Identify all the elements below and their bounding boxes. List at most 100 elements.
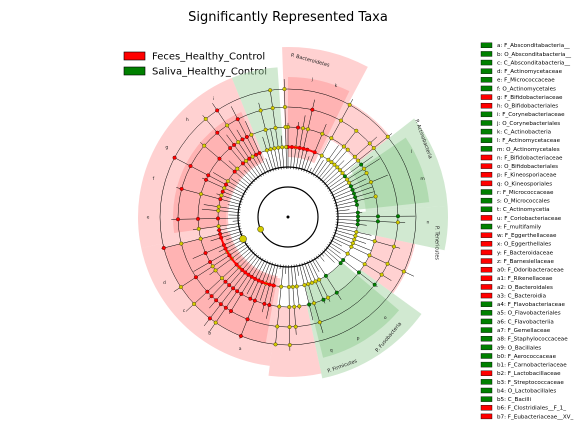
branch <box>335 204 359 209</box>
key-label: a6: C_Flavobacteriia <box>497 319 554 325</box>
branch <box>331 178 367 197</box>
key-swatch <box>480 353 493 359</box>
taxon-node <box>395 220 400 225</box>
branch <box>279 264 281 270</box>
clade-code-label: p <box>357 337 360 342</box>
key-swatch <box>480 172 493 178</box>
clade-highlight <box>268 305 322 377</box>
branch <box>228 160 254 185</box>
key-label: g: F_Bifidobacteriaceae <box>497 95 563 101</box>
taxon-node <box>213 320 218 325</box>
taxon-node <box>254 152 258 157</box>
taxon-node <box>309 280 314 285</box>
taxon-node <box>335 165 340 170</box>
key-label: a: F_Absconditabacteria__ <box>497 43 570 49</box>
key-swatch <box>480 301 493 307</box>
key-swatch <box>480 284 493 290</box>
taxon-node <box>277 304 282 309</box>
key-swatch <box>480 128 493 135</box>
taxon-node <box>239 292 244 296</box>
taxon-node <box>279 284 284 289</box>
taxon-node <box>262 301 267 306</box>
taxon-node <box>179 241 184 246</box>
taxon-node <box>280 145 285 150</box>
taxon-node <box>236 140 241 144</box>
key-swatch <box>480 258 493 264</box>
taxon-node <box>276 145 281 150</box>
branch <box>201 208 241 213</box>
taxon-node <box>290 284 295 289</box>
key-swatch <box>480 42 493 48</box>
taxon-node <box>257 151 262 156</box>
kingdom-node <box>239 235 247 243</box>
clade-code-label: e <box>147 216 150 221</box>
taxon-node <box>252 298 257 303</box>
taxon-node <box>347 180 352 185</box>
key-swatch <box>480 344 493 351</box>
key-swatch <box>480 189 493 195</box>
branch <box>325 246 378 288</box>
key-label: h: O_Bifidobacteriales <box>497 104 558 110</box>
branch <box>245 121 269 174</box>
branch <box>192 235 245 259</box>
key-label: t: C_Actinomycetia <box>497 207 550 213</box>
clade-code-label: q <box>330 349 333 354</box>
key-swatch <box>480 206 493 212</box>
key-swatch <box>480 387 493 394</box>
taxon-node <box>267 303 272 307</box>
kingdom-node <box>257 226 264 233</box>
taxon-node <box>202 143 207 148</box>
taxon-node <box>320 131 325 136</box>
branch <box>334 229 401 249</box>
branch <box>260 262 274 301</box>
taxon-node <box>206 173 211 178</box>
branch <box>300 148 308 171</box>
key-swatch <box>480 120 493 126</box>
taxon-node <box>355 222 360 227</box>
branch <box>335 224 357 229</box>
clade-code-label: m <box>420 177 424 182</box>
taxon-node <box>354 199 359 203</box>
taxon-node <box>345 147 350 152</box>
taxon-node <box>244 158 249 163</box>
taxon-node <box>352 237 357 242</box>
clade-code-label: o <box>384 316 387 321</box>
branch <box>200 142 252 187</box>
taxon-node <box>249 132 254 137</box>
branch <box>333 232 367 244</box>
key-label: b3: F_Streptococcaceae <box>497 380 564 386</box>
taxon-node <box>210 264 215 269</box>
branch <box>320 252 325 257</box>
taxon-node <box>258 108 263 113</box>
taxon-node <box>287 343 292 347</box>
branch <box>327 244 341 254</box>
taxon-node <box>319 153 324 158</box>
taxon-node <box>339 118 343 123</box>
taxon-node <box>215 130 220 135</box>
taxon-node <box>273 125 278 130</box>
key-label: o: O_Bifidobacteriales <box>497 164 558 170</box>
branch <box>308 167 312 174</box>
key-label: a8: F_Staphylococcaceae <box>497 337 568 343</box>
branch <box>238 179 250 189</box>
taxon-node <box>176 217 180 222</box>
taxon-node <box>292 304 297 309</box>
taxon-node <box>282 87 287 91</box>
taxon-node <box>356 270 361 275</box>
taxon-node <box>196 216 200 221</box>
branch <box>323 136 378 186</box>
branch <box>313 160 324 177</box>
taxon-node <box>401 269 406 274</box>
taxon-node <box>229 309 233 314</box>
taxon-node <box>306 282 311 286</box>
taxon-node <box>220 189 225 194</box>
taxon-node <box>323 273 328 278</box>
key-swatch <box>480 413 493 420</box>
taxon-node <box>272 146 277 151</box>
branch <box>227 204 242 208</box>
key-label: i: F_Corynebacteriaceae <box>497 112 565 118</box>
clade-code-label: a <box>239 347 242 352</box>
key-swatch <box>480 137 493 143</box>
taxon-node <box>287 325 292 329</box>
